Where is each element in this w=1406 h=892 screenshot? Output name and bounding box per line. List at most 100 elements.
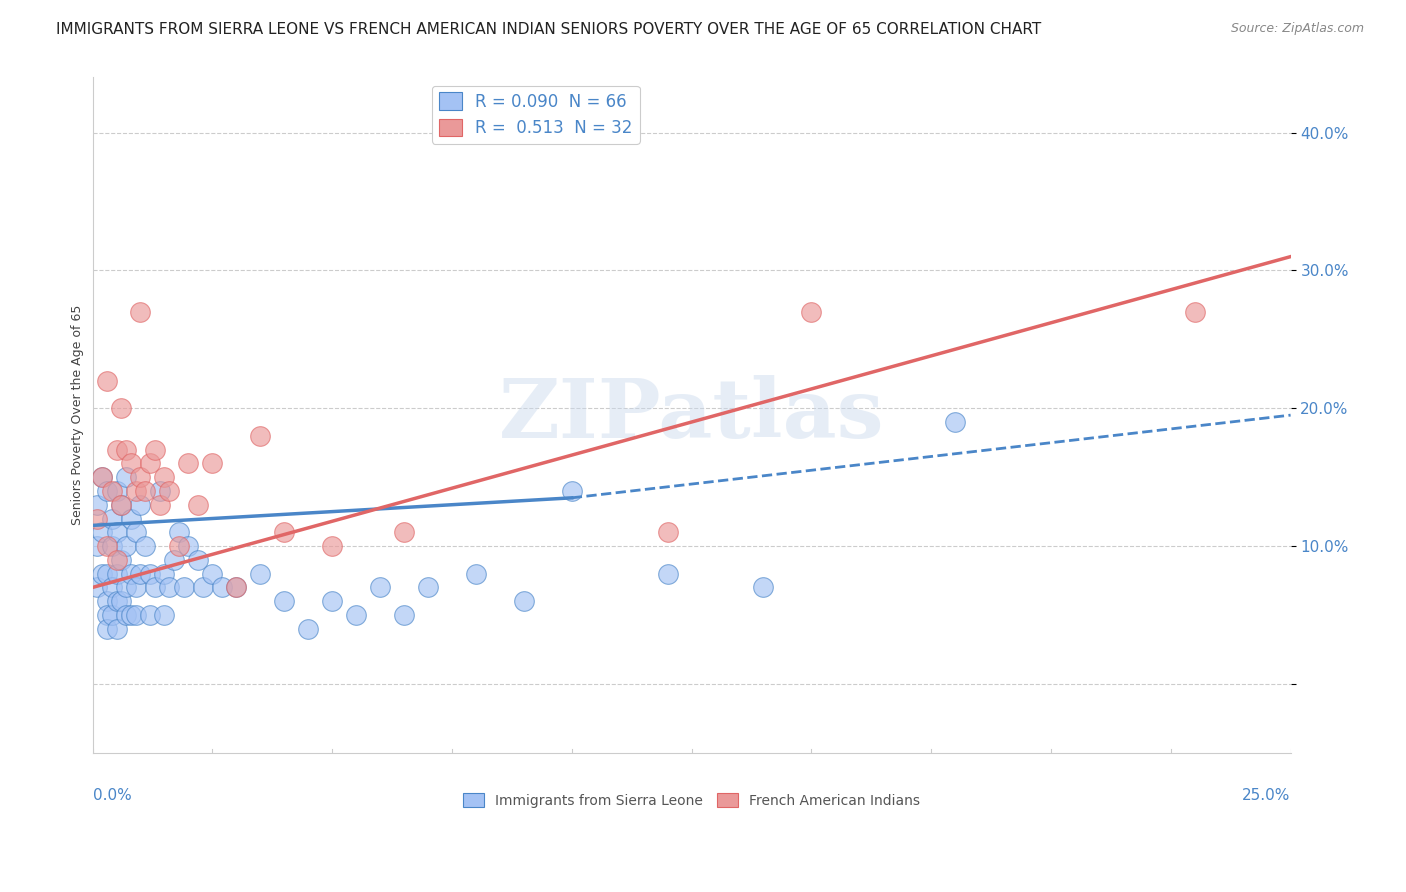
Point [129,305,152,319]
Legend: Immigrants from Sierra Leone, French American Indians: Immigrants from Sierra Leone, French Ame… [458,788,925,814]
Point [149,483,172,498]
Point [273,594,295,608]
Point [273,525,295,540]
Point [177,539,200,553]
Point [96,483,118,498]
Point [943,415,966,429]
Point [100,511,122,525]
Point [115,607,138,622]
Point [91,525,114,540]
Point [129,566,152,581]
Text: Source: ZipAtlas.com: Source: ZipAtlas.com [1230,22,1364,36]
Point [163,553,186,567]
Y-axis label: Seniors Poverty Over the Age of 65: Seniors Poverty Over the Age of 65 [72,305,84,525]
Point [91,470,114,484]
Text: IMMIGRANTS FROM SIERRA LEONE VS FRENCH AMERICAN INDIAN SENIORS POVERTY OVER THE : IMMIGRANTS FROM SIERRA LEONE VS FRENCH A… [56,22,1042,37]
Point [115,581,138,595]
Point [120,511,142,525]
Point [167,539,190,553]
Point [110,498,132,512]
Point [96,539,118,553]
Point [110,498,132,512]
Point [96,622,118,636]
Point [211,581,233,595]
Point [120,456,142,470]
Point [153,566,176,581]
Point [297,622,319,636]
Point [149,498,172,512]
Point [392,607,415,622]
Point [225,581,247,595]
Point [120,607,142,622]
Point [96,374,118,388]
Point [129,498,152,512]
Point [153,470,176,484]
Point [115,442,138,457]
Point [105,566,128,581]
Point [368,581,391,595]
Point [465,566,488,581]
Point [139,607,162,622]
Point [86,539,108,553]
Point [321,594,343,608]
Point [129,470,152,484]
Point [105,483,128,498]
Point [100,581,122,595]
Point [177,456,200,470]
Point [100,607,122,622]
Point [416,581,439,595]
Point [392,525,415,540]
Point [139,566,162,581]
Point [110,401,132,416]
Point [105,553,128,567]
Point [1184,305,1206,319]
Point [125,581,148,595]
Point [86,511,108,525]
Point [153,607,176,622]
Point [134,483,156,498]
Point [321,539,343,553]
Point [249,566,271,581]
Point [91,470,114,484]
Point [249,429,271,443]
Point [100,483,122,498]
Point [96,607,118,622]
Point [96,594,118,608]
Point [91,566,114,581]
Point [752,581,775,595]
Point [105,594,128,608]
Point [100,539,122,553]
Point [110,553,132,567]
Text: 25.0%: 25.0% [1243,789,1291,803]
Point [143,442,166,457]
Point [110,594,132,608]
Point [187,498,209,512]
Point [657,566,679,581]
Point [800,305,823,319]
Point [167,525,190,540]
Text: ZIPatlas: ZIPatlas [499,376,884,455]
Point [125,525,148,540]
Point [125,483,148,498]
Point [344,607,367,622]
Point [143,581,166,595]
Point [125,607,148,622]
Point [187,553,209,567]
Point [139,456,162,470]
Point [105,525,128,540]
Point [115,470,138,484]
Point [86,498,108,512]
Point [201,566,224,581]
Point [657,525,679,540]
Point [561,483,583,498]
Text: 0.0%: 0.0% [93,789,131,803]
Point [105,622,128,636]
Point [225,581,247,595]
Point [115,539,138,553]
Point [105,442,128,457]
Point [191,581,214,595]
Point [173,581,195,595]
Point [157,483,180,498]
Point [513,594,536,608]
Point [134,539,156,553]
